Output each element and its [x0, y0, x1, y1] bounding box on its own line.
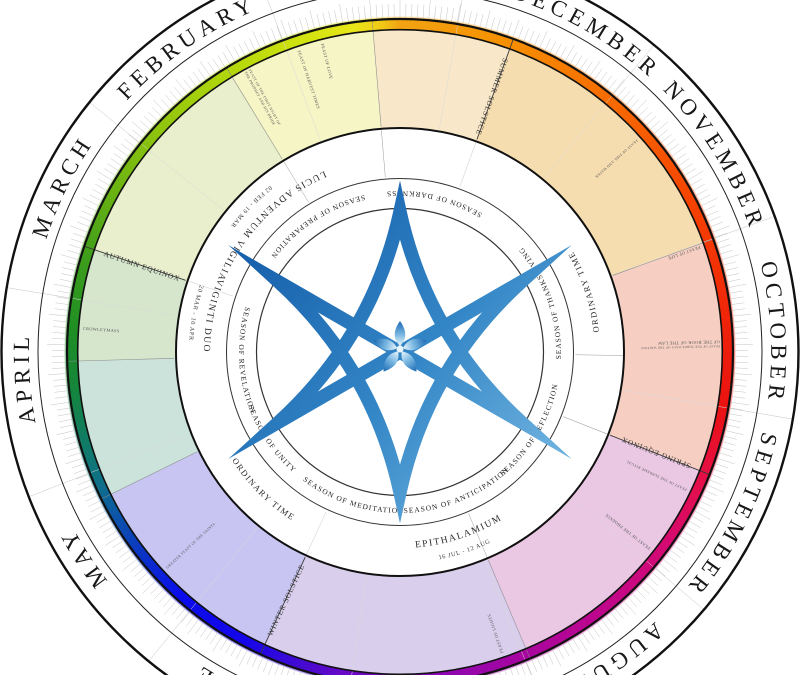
month-label: APRIL — [9, 331, 41, 426]
month-label: JUNE — [188, 659, 268, 675]
season-label: SEASON OF THANKSGIVING — [516, 245, 563, 359]
season-label: SEASON OF REVELATION — [237, 306, 258, 415]
feast-label: FEAST OF THE THREE DAYS OF THE WRITING — [640, 344, 720, 350]
lotus-flower-icon — [373, 321, 427, 372]
day-tick-marks — [47, 0, 753, 675]
period-label: EPITHALAMIUM — [415, 513, 505, 550]
feast-label: OF THE BOOK OF THE LAW — [657, 339, 720, 346]
season-color-segments — [77, 29, 722, 675]
season-label: SEASON OF ANTICIPATION — [403, 465, 510, 515]
feast-label: CROWLEYMASS — [83, 326, 120, 334]
season-label: SEASON OF PREPARATION — [269, 193, 366, 261]
month-label: MAY — [54, 523, 112, 593]
boundary-lines — [7, 0, 793, 675]
period-label: VIGINTI DUO — [201, 277, 225, 353]
unicursal-hexagram-icon — [228, 180, 572, 524]
